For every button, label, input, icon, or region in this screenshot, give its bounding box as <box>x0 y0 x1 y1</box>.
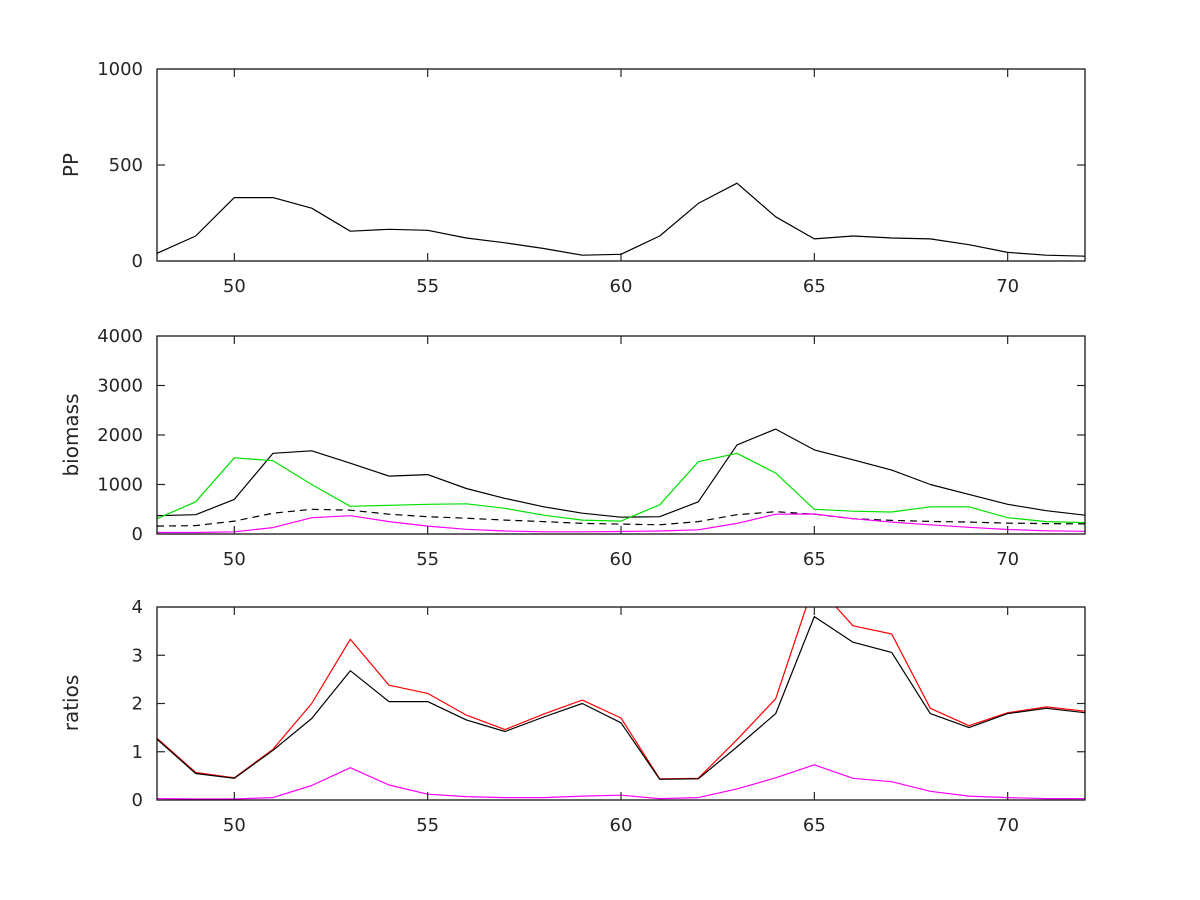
biomass-green-line <box>157 452 1085 524</box>
x-tick-label: 65 <box>803 815 826 836</box>
x-tick-label: 70 <box>996 549 1019 570</box>
y-tick-label: 0 <box>132 790 143 811</box>
x-tick-label: 55 <box>416 549 439 570</box>
ratios-black-line <box>157 615 1085 780</box>
panel-PP: 50 55 60 65 70 0 500 1000 <box>97 59 1086 297</box>
y-tick-label: 2 <box>132 694 143 715</box>
x-tick-label: 65 <box>803 549 826 570</box>
y-tick-label: 3000 <box>97 376 143 397</box>
y-tick-label: 4000 <box>97 326 143 347</box>
y-tick-label: 0 <box>132 251 143 272</box>
x-tick-label: 55 <box>416 815 439 836</box>
axes-box <box>156 68 1086 262</box>
panel-ratios: 50 55 60 65 70 0 1 2 3 4 <box>132 597 1086 836</box>
y-tick-label: 2000 <box>97 425 143 446</box>
pp-black-line <box>157 182 1085 257</box>
y-tick-label: 1000 <box>97 59 143 80</box>
y-tick-label: 1 <box>132 742 143 763</box>
x-tick-label: 60 <box>610 549 633 570</box>
biomass-black-solid-line <box>157 428 1085 518</box>
x-tick-label: 60 <box>610 815 633 836</box>
x-tick-label: 50 <box>223 549 246 570</box>
y-tick-label: 3 <box>132 645 143 666</box>
x-tick-label: 50 <box>223 815 246 836</box>
y-tick-label: 0 <box>132 524 143 545</box>
y-tick-label: 1000 <box>97 475 143 496</box>
x-tick-label: 60 <box>610 276 633 297</box>
y-tick-label: 500 <box>109 155 143 176</box>
x-tick-label: 70 <box>996 815 1019 836</box>
axes-box <box>156 606 1086 801</box>
x-tick-label: 50 <box>223 276 246 297</box>
axes-box <box>156 335 1086 535</box>
panel-biomass: 50 55 60 65 70 0 1000 2000 3000 4000 <box>97 326 1086 570</box>
x-tick-label: 65 <box>803 276 826 297</box>
ratios-red-line <box>157 607 1085 780</box>
x-tick-label: 55 <box>416 276 439 297</box>
y-tick-label: 4 <box>132 597 143 618</box>
x-tick-label: 70 <box>996 276 1019 297</box>
